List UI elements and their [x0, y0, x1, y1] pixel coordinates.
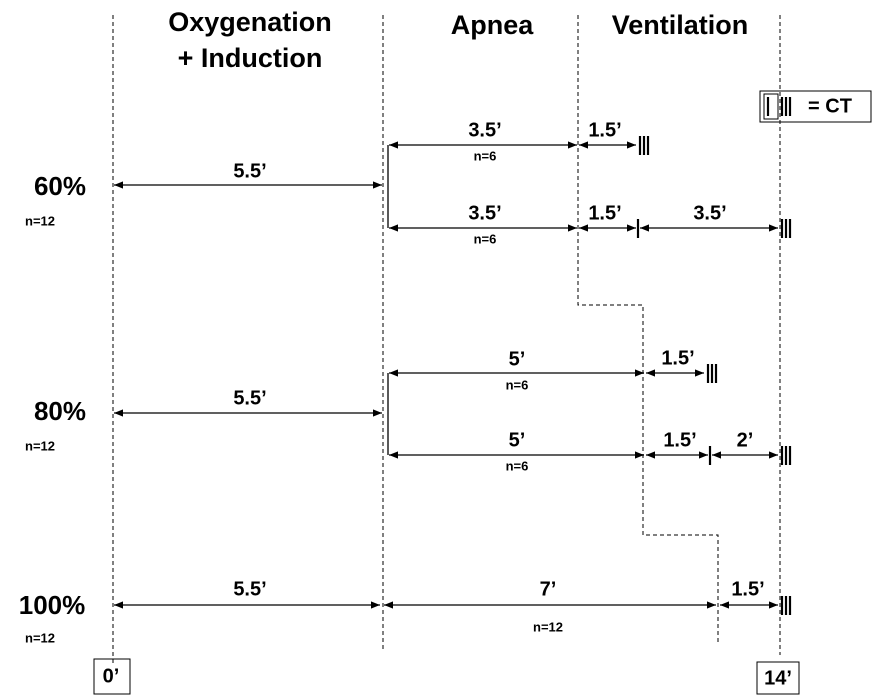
duration: 5.5’: [233, 387, 266, 409]
legend: = CT: [759, 90, 872, 123]
duration: 5.5’: [233, 160, 266, 182]
group-label: 60%: [34, 171, 86, 201]
phase-header: Ventilation: [612, 10, 749, 40]
duration: 5’: [509, 348, 526, 370]
arm-n: n=6: [474, 148, 497, 163]
group-n: n=12: [25, 213, 55, 228]
duration: 1.5’: [588, 202, 621, 224]
duration: 1.5’: [663, 429, 696, 451]
duration: 3.5’: [693, 202, 726, 224]
group-n: n=12: [25, 630, 55, 645]
duration: 2’: [737, 429, 754, 451]
phase-boundaries: [112, 15, 781, 665]
group-60: 60% n=12 5.5’ 3.5’ n=6 1.5’ 3.5’ n=6 1.5…: [25, 119, 792, 246]
group-label: 80%: [34, 396, 86, 426]
phase-header: Apnea: [451, 10, 535, 40]
duration: 3.5’: [468, 119, 501, 141]
legend-label: = CT: [808, 95, 852, 117]
time-label: 14’: [764, 667, 792, 689]
arm-n: n=6: [506, 377, 529, 392]
group-label: 100%: [19, 590, 86, 620]
time-axis: 0’ 14’: [93, 658, 800, 695]
duration: 5.5’: [233, 578, 266, 600]
group-n: n=12: [25, 438, 55, 453]
duration: 5’: [509, 429, 526, 451]
group-100: 100% n=12 5.5’ 7’ n=12 1.5’: [19, 578, 792, 645]
arm-n: n=6: [506, 458, 529, 473]
time-label: 0’: [103, 665, 120, 687]
duration: 7’: [540, 578, 557, 600]
duration: 3.5’: [468, 202, 501, 224]
duration: 1.5’: [661, 347, 694, 369]
arm-n: n=12: [533, 619, 563, 634]
phase-header: Oxygenation: [168, 7, 332, 37]
duration: 1.5’: [731, 578, 764, 600]
duration: 1.5’: [588, 119, 621, 141]
group-80: 80% n=12 5.5’ 5’ n=6 1.5’ 5’ n=6 1.5’ 2’: [25, 347, 792, 473]
arm-n: n=6: [474, 231, 497, 246]
phase-header: + Induction: [178, 43, 323, 73]
